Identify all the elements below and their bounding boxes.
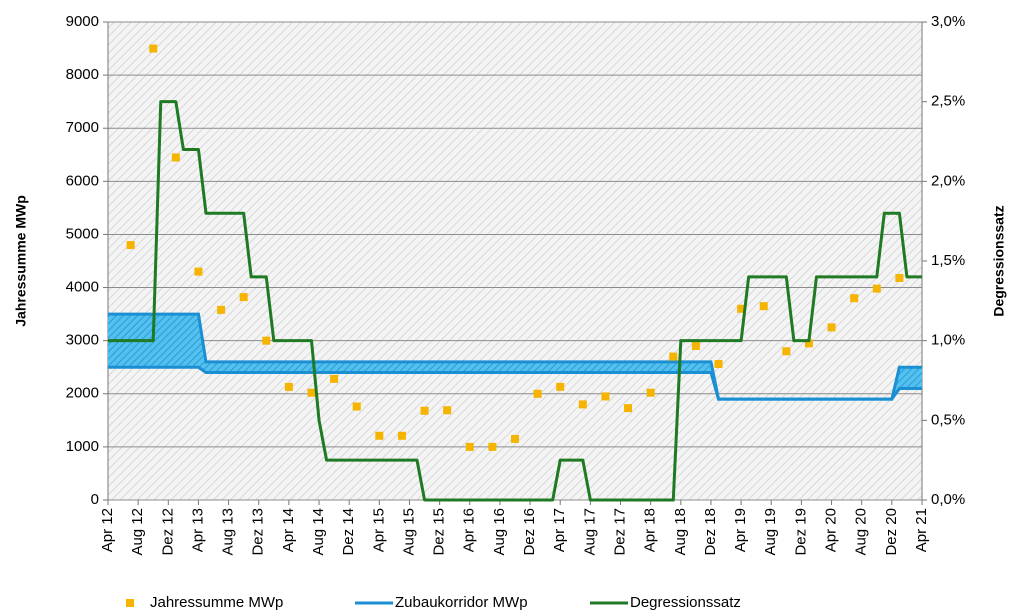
- legend-symbol: [126, 599, 134, 607]
- legend-label: Degressionssatz: [630, 594, 741, 611]
- point: [443, 406, 452, 415]
- x-tick-label: Aug 13: [220, 508, 237, 556]
- line: [108, 100, 922, 502]
- point: [691, 341, 700, 350]
- x-tick-label: Aug 15: [400, 508, 417, 556]
- x-tick-label: Dez 13: [250, 508, 267, 556]
- x-tick-label: Apr 15: [370, 508, 387, 552]
- legend-label: Jahressumme MWp: [150, 594, 283, 611]
- point: [330, 374, 339, 383]
- x-tick-label: Dez 19: [792, 508, 809, 556]
- x-tick-label: Dez 20: [883, 508, 900, 556]
- point: [827, 323, 836, 332]
- x-tick-label: Aug 20: [853, 508, 870, 556]
- point: [307, 388, 316, 397]
- point: [465, 442, 474, 451]
- y2-tick-label: 2,5%: [931, 93, 965, 110]
- point: [217, 305, 226, 314]
- x-tick-label: Apr 21: [913, 508, 930, 552]
- x-tick-label: Dez 17: [611, 508, 628, 556]
- point: [262, 336, 271, 345]
- x-tick-label: Dez 18: [702, 508, 719, 556]
- y-tick-label: 3000: [66, 332, 99, 349]
- y2-tick-label: 2,0%: [931, 172, 965, 189]
- point: [737, 304, 746, 313]
- point: [397, 431, 406, 440]
- band-lower: [108, 365, 922, 401]
- x-tick-label: Apr 19: [732, 508, 749, 552]
- x-tick-label: Apr 18: [642, 508, 659, 552]
- y-axis-title: Jahressumme MWp: [13, 195, 29, 326]
- point: [624, 404, 633, 413]
- y-tick-label: 1000: [66, 438, 99, 455]
- x-tick-label: Dez 14: [340, 508, 357, 556]
- x-tick-label: Aug 14: [310, 508, 327, 556]
- point: [420, 406, 429, 415]
- point: [284, 382, 293, 391]
- y-tick-label: 6000: [66, 172, 99, 189]
- point: [895, 273, 904, 282]
- point: [578, 400, 587, 409]
- y-tick-label: 0: [91, 491, 99, 508]
- x-tick-label: Aug 19: [762, 508, 779, 556]
- x-tick-label: Aug 16: [491, 508, 508, 556]
- y-tick-label: 7000: [66, 119, 99, 136]
- y2-tick-label: 0,0%: [931, 491, 965, 508]
- y-tick-label: 8000: [66, 66, 99, 83]
- point: [646, 388, 655, 397]
- point: [375, 431, 384, 440]
- point: [556, 382, 565, 391]
- y-tick-label: 9000: [66, 13, 99, 30]
- point: [872, 284, 881, 293]
- x-tick-label: Aug 12: [129, 508, 146, 556]
- point: [669, 352, 678, 361]
- x-tick-label: Apr 12: [99, 508, 116, 552]
- y2-tick-label: 0,5%: [931, 411, 965, 428]
- x-tick-label: Aug 17: [581, 508, 598, 556]
- point: [149, 44, 158, 53]
- y-tick-label: 5000: [66, 225, 99, 242]
- point: [239, 293, 248, 302]
- point: [714, 360, 723, 369]
- y2-tick-label: 3,0%: [931, 13, 965, 30]
- x-tick-label: Dez 16: [521, 508, 538, 556]
- plot-area: [108, 22, 922, 500]
- y2-tick-label: 1,0%: [931, 332, 965, 349]
- x-tick-label: Aug 18: [672, 508, 689, 556]
- legend-label: Zubaukorridor MWp: [395, 594, 528, 611]
- y2-tick-label: 1,5%: [931, 252, 965, 269]
- point: [759, 302, 768, 311]
- point: [782, 347, 791, 356]
- y-tick-label: 4000: [66, 279, 99, 296]
- point: [488, 442, 497, 451]
- point: [352, 402, 361, 411]
- point: [850, 294, 859, 303]
- point: [533, 389, 542, 398]
- x-tick-label: Apr 20: [823, 508, 840, 552]
- y2-axis-title: Degressionssatz: [991, 205, 1007, 316]
- point: [601, 392, 610, 401]
- point: [511, 434, 519, 443]
- point: [171, 153, 180, 162]
- point: [126, 241, 135, 250]
- x-tick-label: Apr 16: [461, 508, 478, 552]
- x-tick-label: Dez 12: [159, 508, 176, 556]
- y-tick-label: 2000: [66, 385, 99, 402]
- point: [194, 267, 203, 276]
- x-tick-label: Apr 13: [189, 508, 206, 552]
- band-fill: [108, 314, 922, 400]
- point: [804, 339, 813, 348]
- x-tick-label: Dez 15: [431, 508, 448, 556]
- x-tick-label: Apr 17: [551, 508, 568, 552]
- x-tick-label: Apr 14: [280, 508, 297, 552]
